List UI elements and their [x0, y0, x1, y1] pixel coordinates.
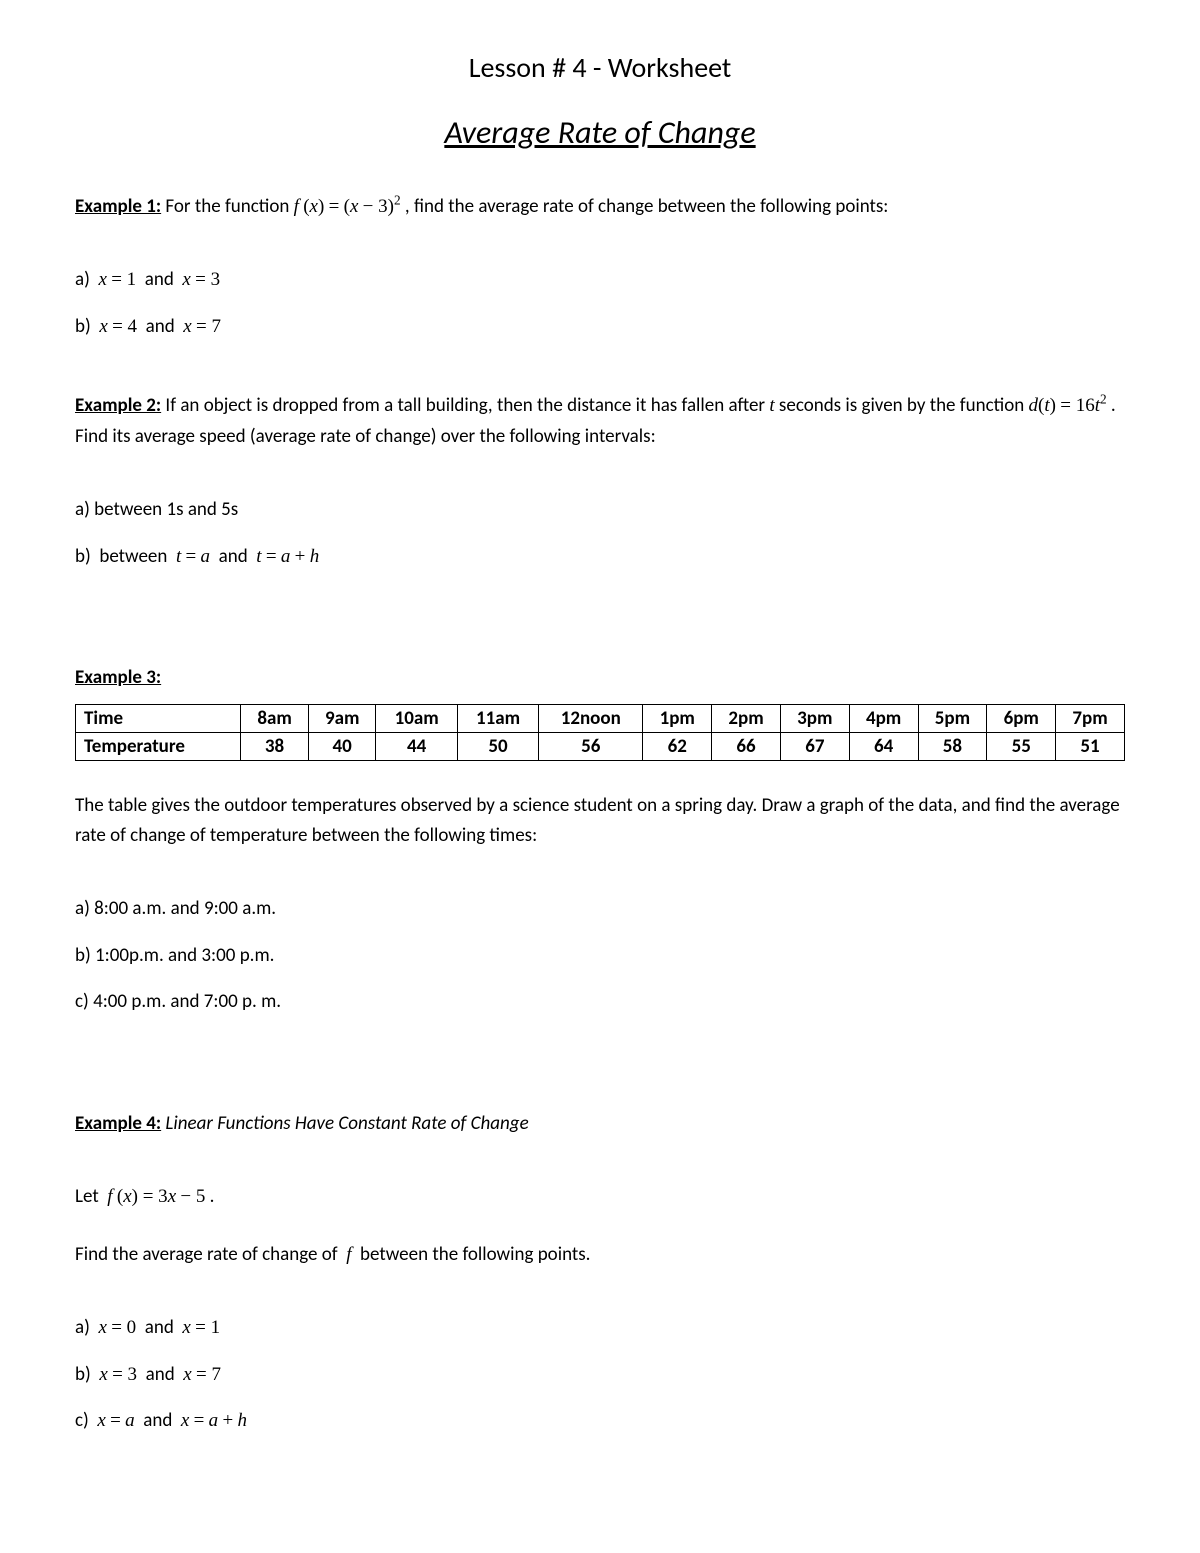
example-4-b: b) x = 3 and x = 7 [75, 1361, 1125, 1390]
example-4-c: c) x = a and x = a + h [75, 1407, 1125, 1436]
cell: 2pm [712, 704, 781, 732]
cell: 12noon [539, 704, 643, 732]
cell: 67 [780, 732, 849, 760]
cell: 64 [849, 732, 918, 760]
example-3: Example 3: Time 8am 9am 10am 11am 12noon… [75, 663, 1125, 1017]
example-4-subtitle: Linear Functions Have Constant Rate of C… [161, 1112, 529, 1135]
cell: 44 [376, 732, 457, 760]
cell: 55 [987, 732, 1056, 760]
example-4-label: Example 4: [75, 1112, 161, 1135]
example-3-label: Example 3: [75, 666, 161, 689]
cell: 8am [241, 704, 309, 732]
cell: 40 [308, 732, 376, 760]
cell: 62 [643, 732, 712, 760]
example-1-prompt-after: , find the average rate of change betwee… [401, 195, 889, 218]
row-header-temperature: Temperature [76, 732, 241, 760]
page-title: Average Rate of Change [75, 113, 1125, 152]
cell: 58 [918, 732, 987, 760]
row-header-time: Time [76, 704, 241, 732]
cell: 4pm [849, 704, 918, 732]
example-3-a: a) 8:00 a.m. and 9:00 a.m. [75, 895, 1125, 924]
example-2-b: b) between t = a and t = a + h [75, 543, 1125, 572]
example-4: Example 4: Linear Functions Have Constan… [75, 1109, 1125, 1436]
cell: 9am [308, 704, 376, 732]
table-row-temperature: Temperature 38 40 44 50 56 62 66 67 64 5… [76, 732, 1125, 760]
cell: 38 [241, 732, 309, 760]
example-1-label: Example 1: [75, 195, 161, 218]
table-row-time: Time 8am 9am 10am 11am 12noon 1pm 2pm 3p… [76, 704, 1125, 732]
cell: 50 [457, 732, 538, 760]
cell: 56 [539, 732, 643, 760]
example-2-formula: d(t) = 16t2 [1029, 394, 1107, 417]
example-3-table: Time 8am 9am 10am 11am 12noon 1pm 2pm 3p… [75, 704, 1125, 761]
example-4-find: Find the average rate of change of f bet… [75, 1240, 1125, 1270]
example-2-prompt-mid: seconds is given by the function [775, 394, 1029, 417]
example-3-c: c) 4:00 p.m. and 7:00 p. m. [75, 988, 1125, 1017]
cell: 3pm [780, 704, 849, 732]
example-1-a: a) x = 1 and x = 3 [75, 266, 1125, 295]
cell: 51 [1056, 732, 1125, 760]
cell: 7pm [1056, 704, 1125, 732]
example-2-label: Example 2: [75, 394, 161, 417]
lesson-header: Lesson # 4 - Worksheet [75, 50, 1125, 85]
cell: 11am [457, 704, 538, 732]
example-1-b: b) x = 4 and x = 7 [75, 313, 1125, 342]
example-4-let: Let f (x) = 3x − 5 . [75, 1183, 1125, 1212]
example-1-prompt: Example 1: For the function f (x) = (x −… [75, 192, 1125, 222]
cell: 6pm [987, 704, 1056, 732]
example-2-prompt: Example 2: If an object is dropped from … [75, 391, 1125, 452]
example-3-prompt: The table gives the outdoor temperatures… [75, 791, 1125, 852]
example-1-formula: f (x) = (x − 3)2 [294, 195, 401, 218]
example-2-a: a) between 1s and 5s [75, 496, 1125, 525]
example-2-prompt-before: If an object is dropped from a tall buil… [161, 394, 769, 417]
example-1-prompt-before: For the function [161, 195, 293, 218]
example-4-a: a) x = 0 and x = 1 [75, 1314, 1125, 1343]
cell: 10am [376, 704, 457, 732]
cell: 1pm [643, 704, 712, 732]
cell: 5pm [918, 704, 987, 732]
cell: 66 [712, 732, 781, 760]
example-1: Example 1: For the function f (x) = (x −… [75, 192, 1125, 341]
example-2: Example 2: If an object is dropped from … [75, 391, 1125, 571]
example-3-b: b) 1:00p.m. and 3:00 p.m. [75, 942, 1125, 971]
